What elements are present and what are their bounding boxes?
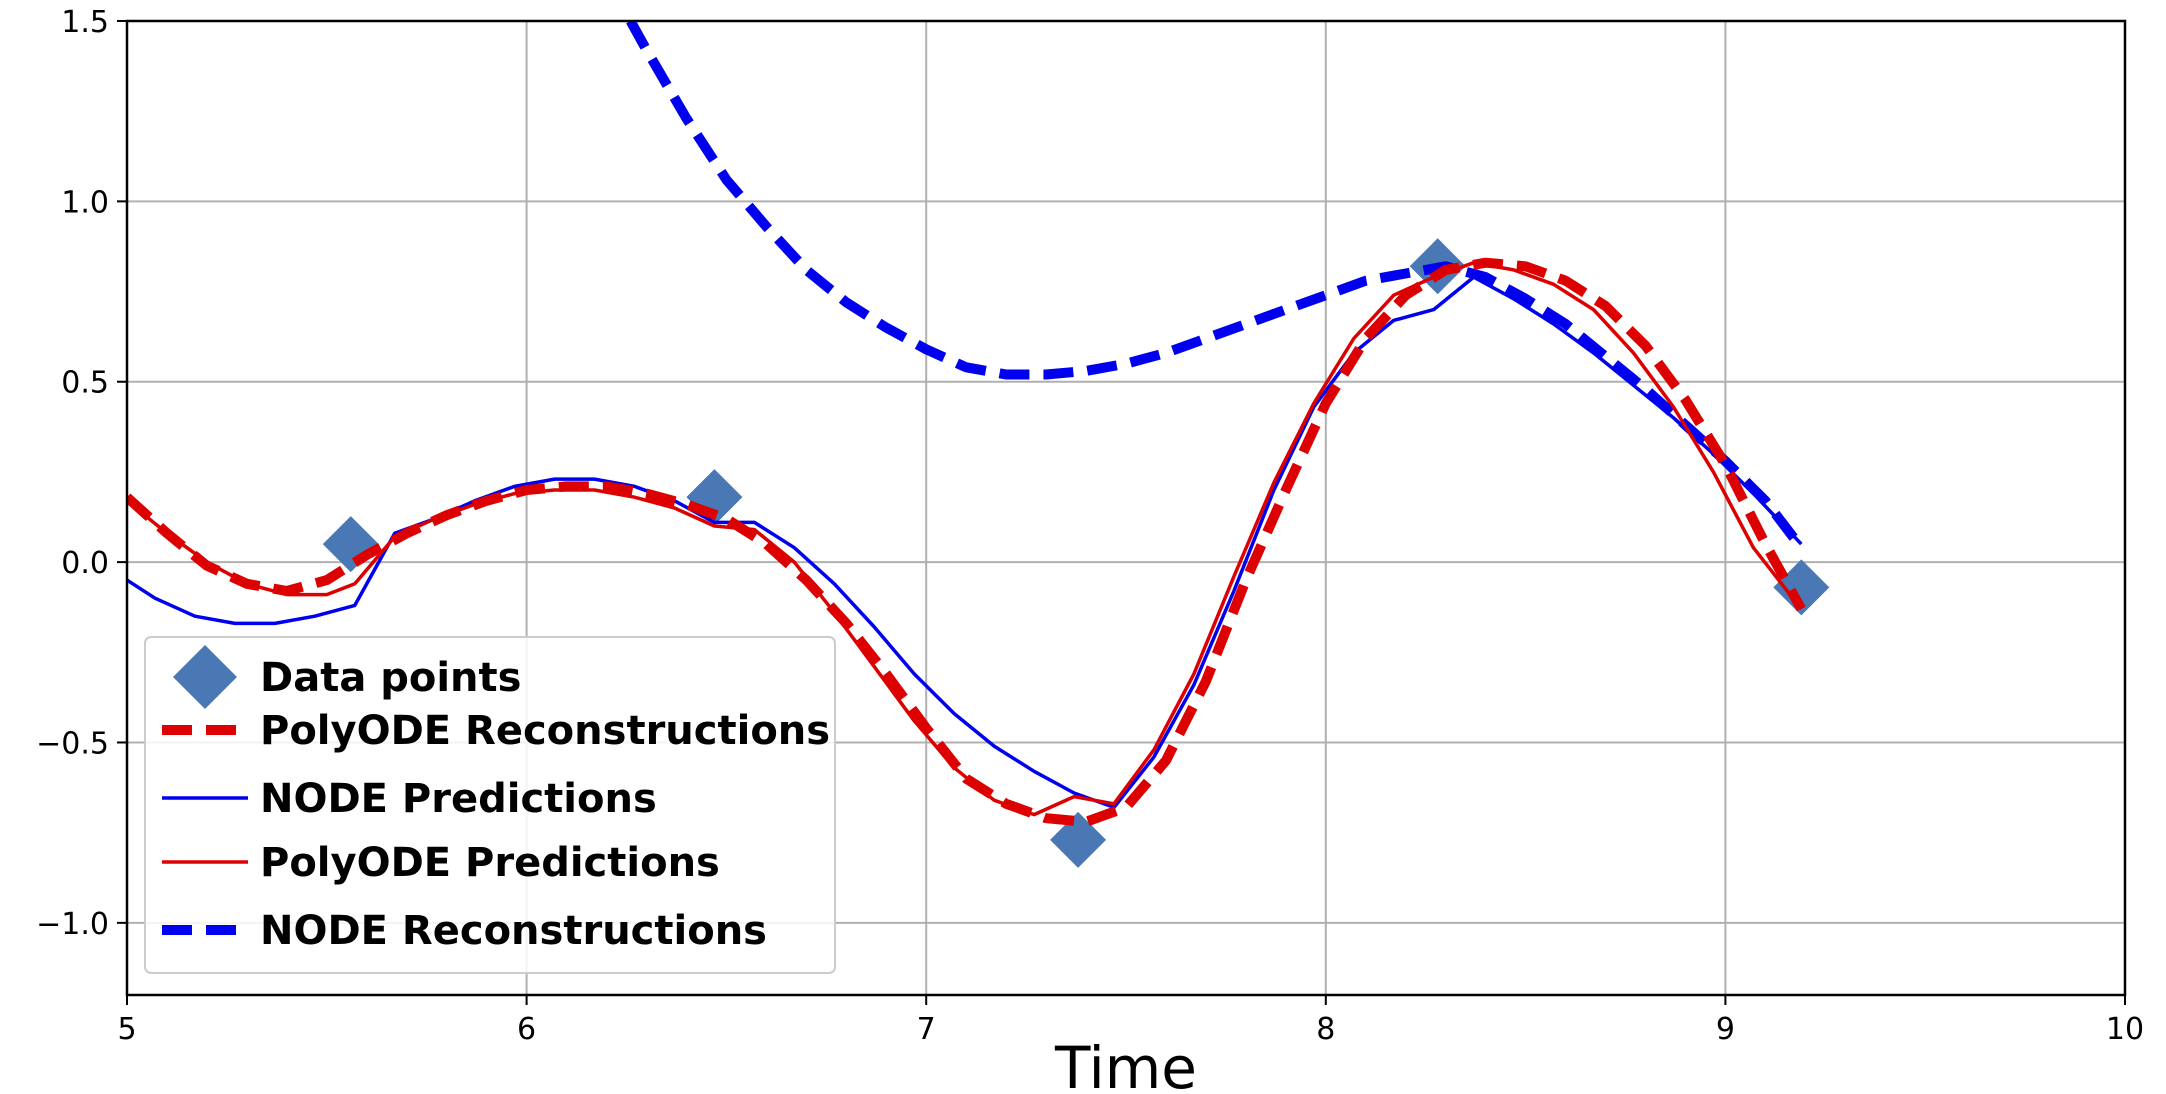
legend-label: PolyODE Predictions (260, 840, 720, 886)
legend: Data points PolyODE Reconstructions NODE P… (144, 636, 836, 974)
data-point-marker (1773, 559, 1830, 616)
data-point-marker (1050, 811, 1107, 868)
ticks: 5 6 7 8 9 10 1.5 1.0 0.5 0.0 −0.5 −1.0 (36, 5, 2144, 1047)
legend-box (144, 636, 836, 974)
x-tick-label: 5 (117, 1012, 136, 1047)
legend-label: NODE Reconstructions (260, 908, 767, 954)
legend-entry-polyode-reconstructions: PolyODE Reconstructions (162, 708, 830, 754)
data-point-marker (686, 469, 743, 526)
y-tick-label: 1.0 (61, 185, 109, 220)
y-tick-label: −1.0 (36, 907, 109, 942)
node-reconstructions-line (626, 21, 1806, 551)
legend-entry-polyode-predictions: PolyODE Predictions (162, 840, 720, 886)
legend-entry-data-points: Data points (173, 645, 521, 709)
x-tick-label: 10 (2106, 1012, 2144, 1047)
plot-frame (125, 19, 2127, 997)
legend-entry-node-reconstructions: NODE Reconstructions (162, 908, 767, 954)
legend-label: NODE Predictions (260, 776, 657, 822)
legend-label: Data points (260, 655, 521, 701)
node-predictions-line (127, 275, 1803, 810)
legend-entry-node-predictions: NODE Predictions (162, 776, 657, 822)
x-tick-label: 9 (1716, 1012, 1735, 1047)
legend-swatch-diamond (173, 645, 237, 709)
x-tick-label: 7 (917, 1012, 936, 1047)
polyode-reconstructions-line (127, 257, 1806, 827)
x-tick-label: 8 (1316, 1012, 1335, 1047)
y-tick-label: 0.5 (61, 366, 109, 401)
x-axis-title: Time (1054, 1034, 1197, 1094)
legend-label: PolyODE Reconstructions (260, 708, 830, 754)
series-layer (127, 21, 1830, 868)
y-tick-label: −0.5 (36, 726, 109, 761)
y-tick-label: 0.0 (61, 546, 109, 581)
x-tick-label: 6 (517, 1012, 536, 1047)
y-tick-label: 1.5 (61, 5, 109, 40)
